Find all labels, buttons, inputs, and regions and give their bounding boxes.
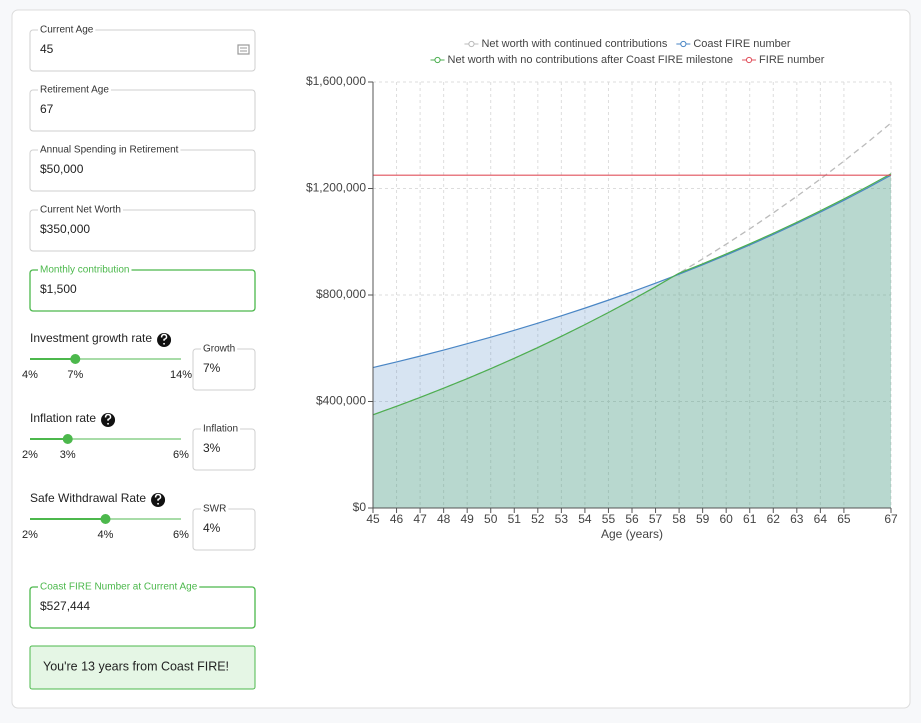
legend-marker xyxy=(468,40,475,48)
input-label: Current Net Worth xyxy=(40,205,121,216)
x-tick-label: 61 xyxy=(743,512,757,526)
input-label: Growth xyxy=(203,344,235,355)
x-tick-label: 56 xyxy=(625,512,639,526)
label-background xyxy=(201,504,229,514)
input-value: $350,000 xyxy=(40,222,90,236)
help-dot xyxy=(163,342,165,345)
label-background xyxy=(38,85,111,95)
x-tick-label: 58 xyxy=(672,512,686,526)
x-tick-label: 59 xyxy=(696,512,710,526)
slider-value: 7% xyxy=(67,369,83,381)
input-label: Current Age xyxy=(40,25,94,36)
x-tick-label: 65 xyxy=(837,512,851,526)
legend-label: Net worth with continued contributions xyxy=(481,38,667,50)
input-label: Inflation xyxy=(203,424,238,435)
x-tick-label: 53 xyxy=(555,512,569,526)
legend-label: FIRE number xyxy=(759,54,825,66)
x-tick-label: 60 xyxy=(720,512,734,526)
x-tick-label: 52 xyxy=(531,512,545,526)
y-tick-label: $400,000 xyxy=(316,394,366,408)
message: You're 13 years from Coast FIRE! xyxy=(43,659,229,673)
input-value: $1,500 xyxy=(40,282,77,296)
x-tick-label: 48 xyxy=(437,512,451,526)
y-tick-label: $1,200,000 xyxy=(306,181,366,195)
label-background xyxy=(201,344,238,354)
input-label: Coast FIRE Number at Current Age xyxy=(40,582,198,593)
input-value: $527,444 xyxy=(40,599,90,613)
legend-label: Coast FIRE number xyxy=(693,38,791,50)
input-label: SWR xyxy=(203,504,226,515)
area xyxy=(373,173,891,508)
slider-max: 6% xyxy=(173,449,189,461)
y-tick-label: $0 xyxy=(353,500,367,514)
help-dot xyxy=(157,502,159,505)
slider-title: Investment growth rate xyxy=(30,331,152,345)
input-box[interactable] xyxy=(29,209,256,252)
input-value: 3% xyxy=(203,441,221,455)
label-background xyxy=(38,205,123,215)
x-tick-label: 54 xyxy=(578,512,592,526)
x-tick-label: 57 xyxy=(649,512,663,526)
slider-title: Safe Withdrawal Rate xyxy=(30,491,146,505)
help-glyph xyxy=(104,413,112,421)
help-glyph xyxy=(154,493,162,501)
label-background xyxy=(38,145,181,155)
x-tick-label: 63 xyxy=(790,512,804,526)
x-tick-label: 55 xyxy=(602,512,616,526)
input-label: Monthly contribution xyxy=(40,265,130,276)
x-tick-label: 62 xyxy=(767,512,781,526)
x-tick-label: 47 xyxy=(413,512,427,526)
slider-value: 3% xyxy=(60,449,76,461)
area xyxy=(373,175,891,508)
slider-thumb[interactable] xyxy=(70,354,81,364)
slider-min: 2% xyxy=(22,449,38,461)
input-box[interactable] xyxy=(29,29,256,72)
label-background xyxy=(38,265,132,275)
input-value: 7% xyxy=(203,361,221,375)
legend-marker xyxy=(434,56,441,64)
input-value: $50,000 xyxy=(40,162,84,176)
input-label: Annual Spending in Retirement xyxy=(40,145,179,156)
legend-label: Net worth with no contributions after Co… xyxy=(448,54,734,66)
slider-max: 6% xyxy=(173,529,189,541)
input-box[interactable] xyxy=(29,269,256,312)
help-dot xyxy=(107,422,109,425)
help-glyph xyxy=(160,333,168,341)
x-tick-label: 46 xyxy=(390,512,404,526)
x-tick-label: 67 xyxy=(884,512,898,526)
input-label: Retirement Age xyxy=(40,85,109,96)
y-tick-label: $1,600,000 xyxy=(306,74,366,88)
icon-frame xyxy=(237,44,250,55)
input-value: 45 xyxy=(40,42,54,56)
calendar-icon xyxy=(237,44,250,55)
x-tick-label: 50 xyxy=(484,512,498,526)
x-tick-label: 64 xyxy=(814,512,828,526)
slider-thumb[interactable] xyxy=(100,514,111,524)
y-tick-label: $800,000 xyxy=(316,287,366,301)
slider-min: 2% xyxy=(22,529,38,541)
label-background xyxy=(201,424,241,434)
x-tick-label: 45 xyxy=(366,512,380,526)
slider-max: 14% xyxy=(170,369,192,381)
slider-min: 4% xyxy=(22,369,38,381)
line xyxy=(372,173,892,416)
input-value: 67 xyxy=(40,102,54,116)
input-box[interactable] xyxy=(29,89,256,132)
x-tick-label: 49 xyxy=(461,512,475,526)
slider-value: 4% xyxy=(98,529,114,541)
message-box xyxy=(29,645,256,690)
slider-thumb[interactable] xyxy=(62,434,73,444)
label-background xyxy=(38,25,96,35)
legend-marker xyxy=(680,40,687,48)
slider-title: Inflation rate xyxy=(30,411,96,425)
x-tick-label: 51 xyxy=(508,512,522,526)
label-background xyxy=(38,582,200,592)
legend-marker xyxy=(745,56,753,64)
input-value: 4% xyxy=(203,521,221,535)
line xyxy=(372,174,892,369)
x-axis-label: Age (years) xyxy=(601,527,663,541)
